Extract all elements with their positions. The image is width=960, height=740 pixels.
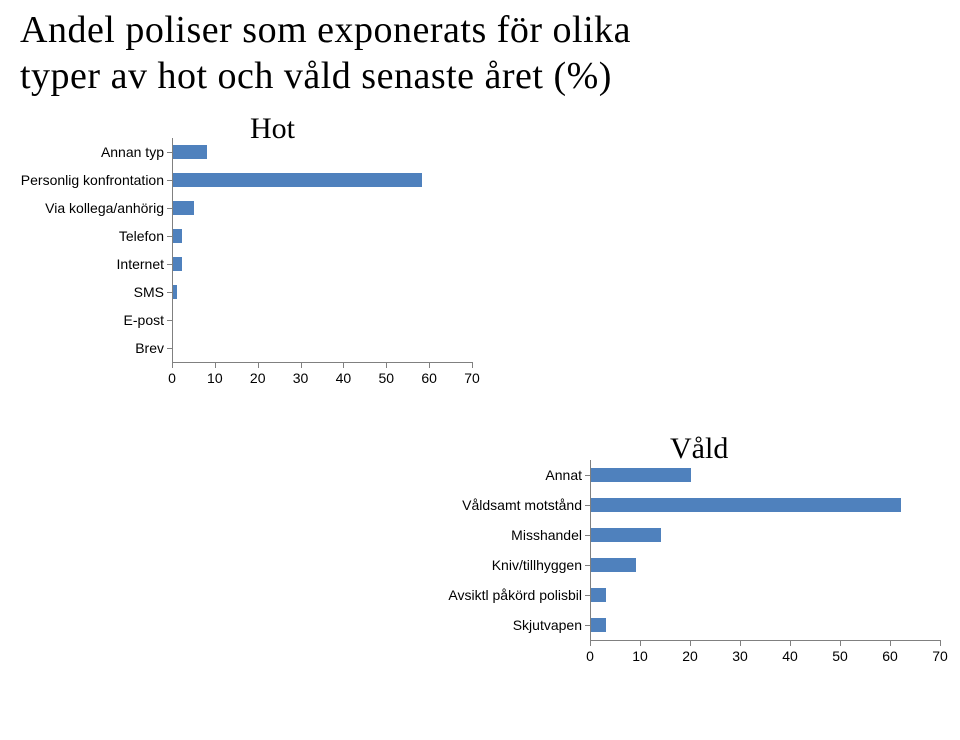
vald-x-tick — [890, 640, 891, 646]
hot-x-tick-label: 60 — [421, 370, 437, 386]
hot-x-tick — [215, 362, 216, 368]
hot-x-tick-label: 40 — [336, 370, 352, 386]
hot-y-tick — [167, 180, 172, 181]
vald-x-tick-label: 60 — [882, 648, 898, 664]
hot-category-label: Annan typ — [101, 144, 164, 160]
hot-bar — [173, 173, 422, 187]
hot-x-tick — [172, 362, 173, 368]
vald-bar — [591, 528, 661, 542]
hot-y-axis — [172, 138, 173, 362]
hot-category-label: E-post — [124, 312, 164, 328]
hot-y-tick — [167, 348, 172, 349]
page: { "title_line1": "Andel poliser som expo… — [0, 0, 960, 740]
vald-y-tick — [585, 535, 590, 536]
vald-bar — [591, 618, 606, 632]
vald-y-tick — [585, 505, 590, 506]
hot-x-tick-label: 20 — [250, 370, 266, 386]
hot-bar — [173, 257, 182, 271]
hot-bar — [173, 285, 177, 299]
vald-x-tick — [740, 640, 741, 646]
hot-category-label: Personlig konfrontation — [21, 172, 164, 188]
vald-y-tick — [585, 625, 590, 626]
hot-chart: Hot 0 10 20 30 40 50 60 70 Annan typ Personlig kon… — [20, 110, 490, 410]
hot-bar — [173, 201, 194, 215]
hot-x-tick-label: 30 — [293, 370, 309, 386]
hot-x-tick-label: 0 — [168, 370, 176, 386]
hot-x-tick — [472, 362, 473, 368]
vald-chart: Våld 0 10 20 30 40 50 60 70 Annat Våldsamt motstån… — [418, 430, 958, 690]
hot-y-tick — [167, 152, 172, 153]
hot-category-label: Internet — [117, 256, 164, 272]
vald-x-axis — [590, 640, 940, 641]
vald-category-label: Våldsamt motstånd — [462, 497, 582, 513]
hot-x-tick — [301, 362, 302, 368]
vald-category-label: Kniv/tillhyggen — [492, 557, 582, 573]
vald-x-tick — [690, 640, 691, 646]
vald-category-label: Avsiktl påkörd polisbil — [448, 587, 582, 603]
vald-x-tick — [640, 640, 641, 646]
vald-x-tick-label: 70 — [932, 648, 948, 664]
vald-category-label: Annat — [545, 467, 582, 483]
vald-category-label: Skjutvapen — [513, 617, 582, 633]
vald-x-tick-label: 40 — [782, 648, 798, 664]
vald-bar — [591, 498, 901, 512]
hot-x-tick-label: 50 — [378, 370, 394, 386]
vald-x-tick — [840, 640, 841, 646]
hot-bar — [173, 145, 207, 159]
hot-category-label: SMS — [134, 284, 164, 300]
vald-x-tick-label: 50 — [832, 648, 848, 664]
hot-bar — [173, 229, 182, 243]
vald-x-tick-label: 20 — [682, 648, 698, 664]
hot-x-tick-label: 10 — [207, 370, 223, 386]
vald-x-tick-label: 10 — [632, 648, 648, 664]
hot-title: Hot — [250, 112, 295, 146]
hot-category-label: Telefon — [119, 228, 164, 244]
hot-x-tick — [429, 362, 430, 368]
hot-x-tick — [386, 362, 387, 368]
vald-y-axis — [590, 460, 591, 640]
hot-x-tick — [343, 362, 344, 368]
vald-category-label: Misshandel — [511, 527, 582, 543]
vald-title: Våld — [670, 432, 728, 466]
hot-x-axis — [172, 362, 472, 363]
vald-bar — [591, 558, 636, 572]
hot-y-tick — [167, 264, 172, 265]
hot-y-tick — [167, 236, 172, 237]
hot-y-tick — [167, 320, 172, 321]
title-line-1: Andel poliser som exponerats för olika — [20, 9, 631, 51]
title-line-2: typer av hot och våld senaste året (%) — [20, 55, 612, 97]
hot-category-label: Via kollega/anhörig — [45, 200, 164, 216]
page-title: Andel poliser som exponerats för olika t… — [20, 8, 940, 99]
vald-bar — [591, 468, 691, 482]
hot-y-tick — [167, 208, 172, 209]
vald-y-tick — [585, 475, 590, 476]
vald-x-tick-label: 0 — [586, 648, 594, 664]
hot-category-label: Brev — [135, 340, 164, 356]
vald-y-tick — [585, 595, 590, 596]
vald-bar — [591, 588, 606, 602]
vald-x-tick — [790, 640, 791, 646]
hot-x-tick-label: 70 — [464, 370, 480, 386]
hot-x-tick — [258, 362, 259, 368]
vald-x-tick — [940, 640, 941, 646]
vald-x-tick — [590, 640, 591, 646]
vald-y-tick — [585, 565, 590, 566]
hot-y-tick — [167, 292, 172, 293]
vald-x-tick-label: 30 — [732, 648, 748, 664]
